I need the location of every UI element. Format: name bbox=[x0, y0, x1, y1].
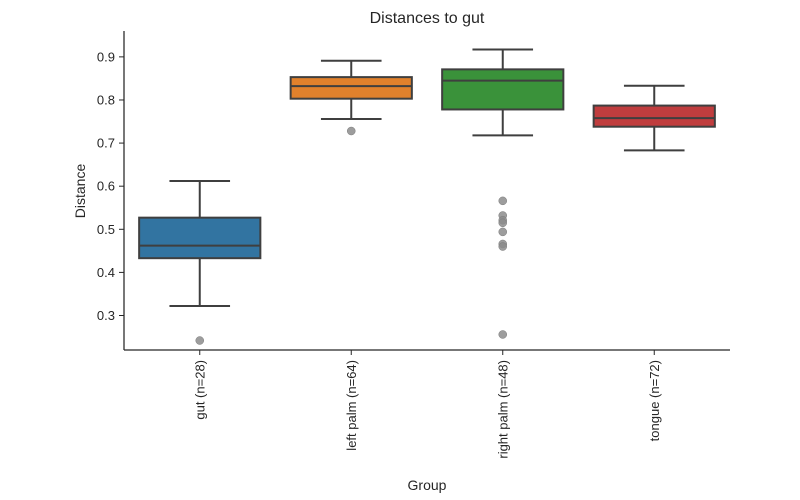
y-axis-ticks: 0.3 0.4 0.5 0.6 0.7 0.8 0.9 bbox=[97, 49, 124, 323]
y-tick-label: 0.4 bbox=[97, 265, 115, 280]
box-body bbox=[592, 104, 716, 128]
box-body bbox=[441, 68, 565, 111]
outlier-point bbox=[195, 336, 204, 345]
x-tick-label: tongue (n=72) bbox=[647, 360, 662, 441]
x-tick-label: gut (n=28) bbox=[192, 360, 207, 420]
y-tick-label: 0.9 bbox=[97, 49, 115, 64]
box-body bbox=[138, 216, 262, 260]
box-group bbox=[441, 48, 565, 339]
y-tick-label: 0.8 bbox=[97, 92, 115, 107]
outlier-point bbox=[347, 126, 356, 136]
outlier-point bbox=[498, 242, 507, 251]
x-tick-label: left palm (n=64) bbox=[344, 360, 359, 451]
box-group bbox=[289, 59, 413, 136]
y-tick-label: 0.5 bbox=[97, 222, 115, 237]
x-tick-label: right palm (n=48) bbox=[495, 360, 510, 459]
x-axis-ticks: gut (n=28) left palm (n=64) right palm (n=… bbox=[192, 350, 662, 459]
y-tick-label: 0.6 bbox=[97, 179, 115, 194]
outlier-point bbox=[498, 330, 507, 339]
box-group bbox=[138, 180, 262, 345]
box-group bbox=[592, 84, 716, 152]
plot-area bbox=[138, 48, 716, 345]
x-axis-title: Group bbox=[408, 477, 447, 493]
chart-title: Distances to gut bbox=[370, 10, 485, 27]
outlier-point bbox=[498, 196, 507, 206]
outlier-point bbox=[498, 227, 507, 237]
y-tick-label: 0.3 bbox=[97, 308, 115, 323]
y-axis-title: Distance bbox=[72, 164, 88, 219]
outlier-point bbox=[498, 218, 507, 228]
box-body bbox=[289, 76, 413, 100]
y-tick-label: 0.7 bbox=[97, 136, 115, 151]
